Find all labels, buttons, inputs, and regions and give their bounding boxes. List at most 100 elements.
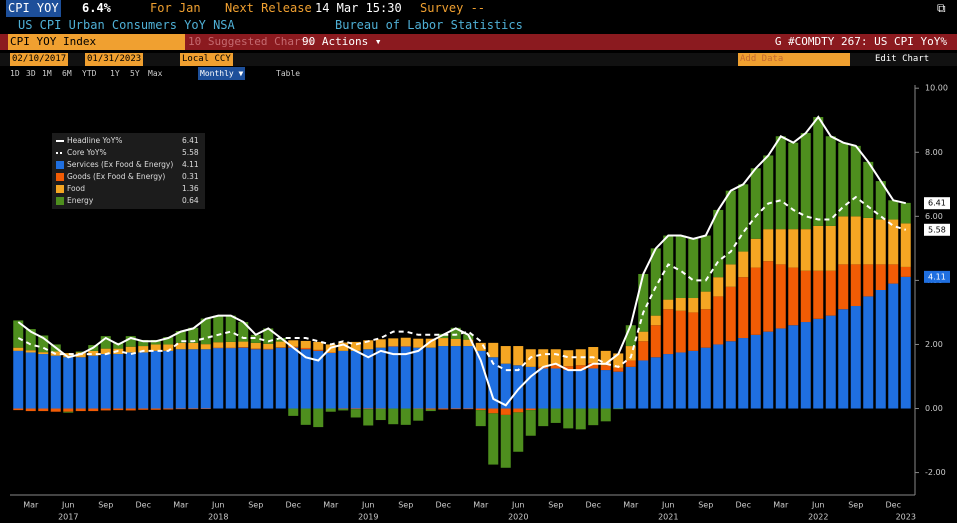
bar-segment — [625, 346, 636, 361]
bar-segment — [813, 318, 824, 409]
bar-segment — [163, 344, 174, 351]
bar-segment — [400, 408, 411, 425]
bar-segment — [13, 347, 24, 351]
bar-segment — [900, 202, 911, 224]
legend-value: 0.64 — [182, 196, 199, 205]
bar-segment — [625, 366, 636, 409]
range-button[interactable]: 5Y — [130, 69, 140, 78]
range-button[interactable]: 6M — [62, 69, 72, 78]
range-button[interactable]: 1M — [42, 69, 52, 78]
edit-chart[interactable]: Edit Chart — [875, 54, 930, 64]
bar-segment — [350, 341, 361, 351]
currency[interactable]: Local CCY — [180, 53, 233, 66]
x-tick-label: Jun — [511, 501, 525, 510]
popout-icon[interactable]: ⧉ — [937, 1, 946, 15]
bar-segment — [900, 223, 911, 267]
bar-segment — [300, 408, 311, 425]
bar-segment — [388, 408, 399, 425]
bar-segment — [613, 353, 624, 368]
bar-segment — [63, 411, 74, 413]
bar-segment — [500, 363, 511, 409]
range-button[interactable]: Max — [148, 69, 163, 78]
bar-segment — [350, 409, 361, 418]
header-row: CPI YOY 6.4% For Jan Next Release 14 Mar… — [0, 0, 957, 17]
bar-segment — [113, 354, 124, 409]
x-year-label: 2022 — [808, 513, 828, 522]
command-bar: CPI YOY Index 10 Suggested Charts 90 Act… — [0, 34, 957, 50]
bar-segment — [388, 338, 399, 347]
bar-segment — [225, 341, 236, 348]
tag-label: 5.58 — [928, 225, 946, 234]
last-value-tag: 5.58 — [924, 223, 950, 236]
bar-segment — [263, 349, 274, 409]
x-year-label: 2017 — [58, 513, 78, 522]
tag-box — [924, 270, 950, 283]
legend-swatch — [56, 197, 64, 205]
bar-segment — [213, 347, 224, 409]
next-release-label: Next Release — [225, 1, 312, 15]
x-tick-label: Dec — [736, 501, 751, 510]
bar-segment — [563, 408, 574, 429]
bar-segment — [875, 290, 886, 409]
bar-segment — [825, 270, 836, 316]
legend-label: Core YoY% — [67, 148, 107, 157]
bar-segment — [288, 408, 299, 416]
bar-segment — [125, 336, 136, 347]
actions[interactable]: 90 Actions ▾ — [302, 35, 382, 48]
bar-segment — [438, 333, 449, 339]
bar-segment — [750, 238, 761, 268]
bar-segment — [363, 408, 374, 410]
bar-segment — [88, 408, 99, 412]
bar-segment — [213, 315, 224, 343]
bar-segment — [113, 408, 124, 411]
bar-segment — [250, 334, 261, 343]
security[interactable]: CPI YOY Index — [8, 34, 185, 50]
bar-segment — [475, 410, 486, 427]
end-date[interactable]: 01/31/2023 — [85, 53, 144, 66]
start-date[interactable]: 02/10/2017 — [10, 53, 69, 66]
add-data[interactable]: Add Data — [738, 53, 850, 66]
suggested-charts[interactable]: 10 Suggested Charts — [188, 35, 314, 48]
range-button[interactable]: 1D — [10, 69, 20, 78]
bar-segment — [863, 296, 874, 409]
ticker: CPI YOY — [6, 0, 61, 17]
bar-segment — [775, 264, 786, 329]
bar-segment — [388, 346, 399, 347]
bar-segment — [738, 251, 749, 278]
bar-segment — [513, 346, 524, 366]
bar-segment — [75, 351, 86, 353]
bar-segment — [688, 298, 699, 313]
bar-segment — [675, 235, 686, 299]
bar-segment — [213, 347, 224, 349]
last-value: 6.4% — [82, 1, 111, 15]
bar-segment — [738, 338, 749, 409]
bar-segment — [238, 322, 249, 342]
range-button[interactable]: YTD — [82, 69, 97, 78]
bar-segment — [263, 348, 274, 350]
frequency[interactable]: Monthly ▼ — [198, 67, 246, 80]
bar-segment — [438, 346, 449, 409]
bar-segment — [788, 142, 799, 230]
bar-segment — [400, 337, 411, 347]
legend-label: Energy — [67, 196, 94, 205]
bar-segment — [863, 161, 874, 218]
bar-segment — [788, 325, 799, 409]
bar-segment — [563, 366, 574, 371]
bar-segment — [75, 408, 86, 412]
bar-segment — [850, 264, 861, 307]
table-button[interactable]: Table — [276, 69, 301, 78]
bar-segment — [288, 347, 299, 409]
bar-segment — [838, 142, 849, 217]
bar-segment — [763, 261, 774, 332]
bar-segment — [638, 360, 649, 409]
range-button[interactable]: 3D — [26, 69, 36, 78]
bar-segment — [363, 340, 374, 350]
y-tick-label: -2.00 — [925, 468, 946, 477]
bar-segment — [63, 357, 74, 409]
x-tick-label: Dec — [436, 501, 451, 510]
bar-segment — [63, 408, 74, 412]
bar-segment — [363, 349, 374, 409]
range-button[interactable]: 1Y — [110, 69, 120, 78]
x-tick-label: Dec — [286, 501, 301, 510]
